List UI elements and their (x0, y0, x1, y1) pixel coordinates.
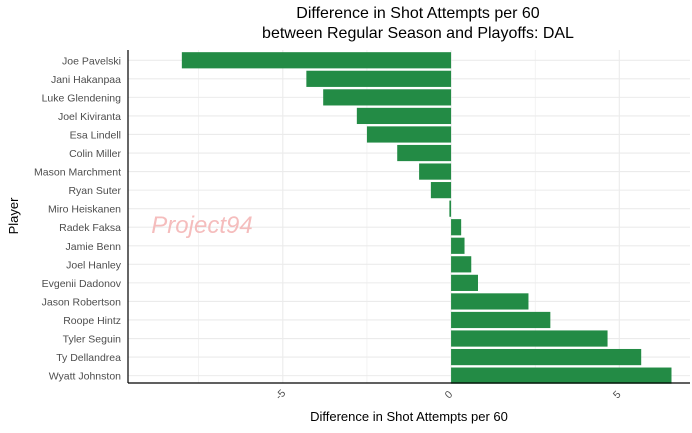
y-tick-label: Colin Miller (69, 148, 121, 160)
x-axis-label: Difference in Shot Attempts per 60 (310, 409, 508, 424)
bar (397, 144, 452, 162)
y-tick-label: Mason Marchment (34, 167, 121, 179)
bar (451, 237, 465, 254)
bar (419, 163, 452, 180)
y-tick-label: Esa Lindell (70, 129, 121, 141)
y-tick-label: Joel Hanley (66, 259, 122, 271)
y-tick-label: Jamie Benn (66, 241, 122, 253)
bar (430, 182, 452, 199)
bars-layer (181, 52, 672, 384)
y-tick-label: Radek Faksa (59, 222, 121, 234)
bar (451, 348, 642, 366)
y-axis-label: Player (6, 197, 21, 235)
bar (451, 311, 551, 329)
bar (451, 330, 608, 347)
bar (451, 293, 529, 310)
x-tick-label: -5 (273, 387, 288, 402)
bar (323, 89, 452, 106)
bar (451, 219, 462, 236)
bar (306, 70, 452, 87)
y-tick-label: Ty Dellandrea (56, 352, 121, 364)
x-tick-label: 5 (611, 388, 624, 401)
bar (449, 200, 452, 217)
y-tick-label: Joel Kiviranta (58, 111, 121, 123)
chart-title: Difference in Shot Attempts per 60 (296, 5, 540, 22)
y-tick-label: Joe Pavelski (62, 55, 121, 67)
chart-subtitle: between Regular Season and Playoffs: DAL (262, 25, 574, 42)
y-tick-label: Luke Glendening (42, 92, 122, 104)
y-tick-label: Miro Heiskanen (48, 204, 121, 216)
axes-layer (127, 50, 690, 384)
y-tick-label: Jani Hakanpaa (51, 74, 121, 86)
bar (451, 367, 672, 384)
y-tick-label: Jason Robertson (42, 296, 122, 308)
bar (356, 107, 452, 125)
watermark-text: Project94 (151, 212, 252, 239)
x-tick-label: 0 (443, 388, 456, 401)
bar (451, 256, 472, 273)
y-tick-label: Wyatt Johnston (49, 371, 121, 383)
y-tick-label: Roope Hintz (63, 315, 121, 327)
y-tick-label: Tyler Seguin (63, 334, 122, 346)
y-tick-label: Ryan Suter (68, 185, 121, 197)
bar (451, 274, 478, 291)
bar (181, 52, 452, 69)
y-tick-label: Evgenii Dadonov (42, 278, 122, 290)
bar (366, 126, 452, 143)
